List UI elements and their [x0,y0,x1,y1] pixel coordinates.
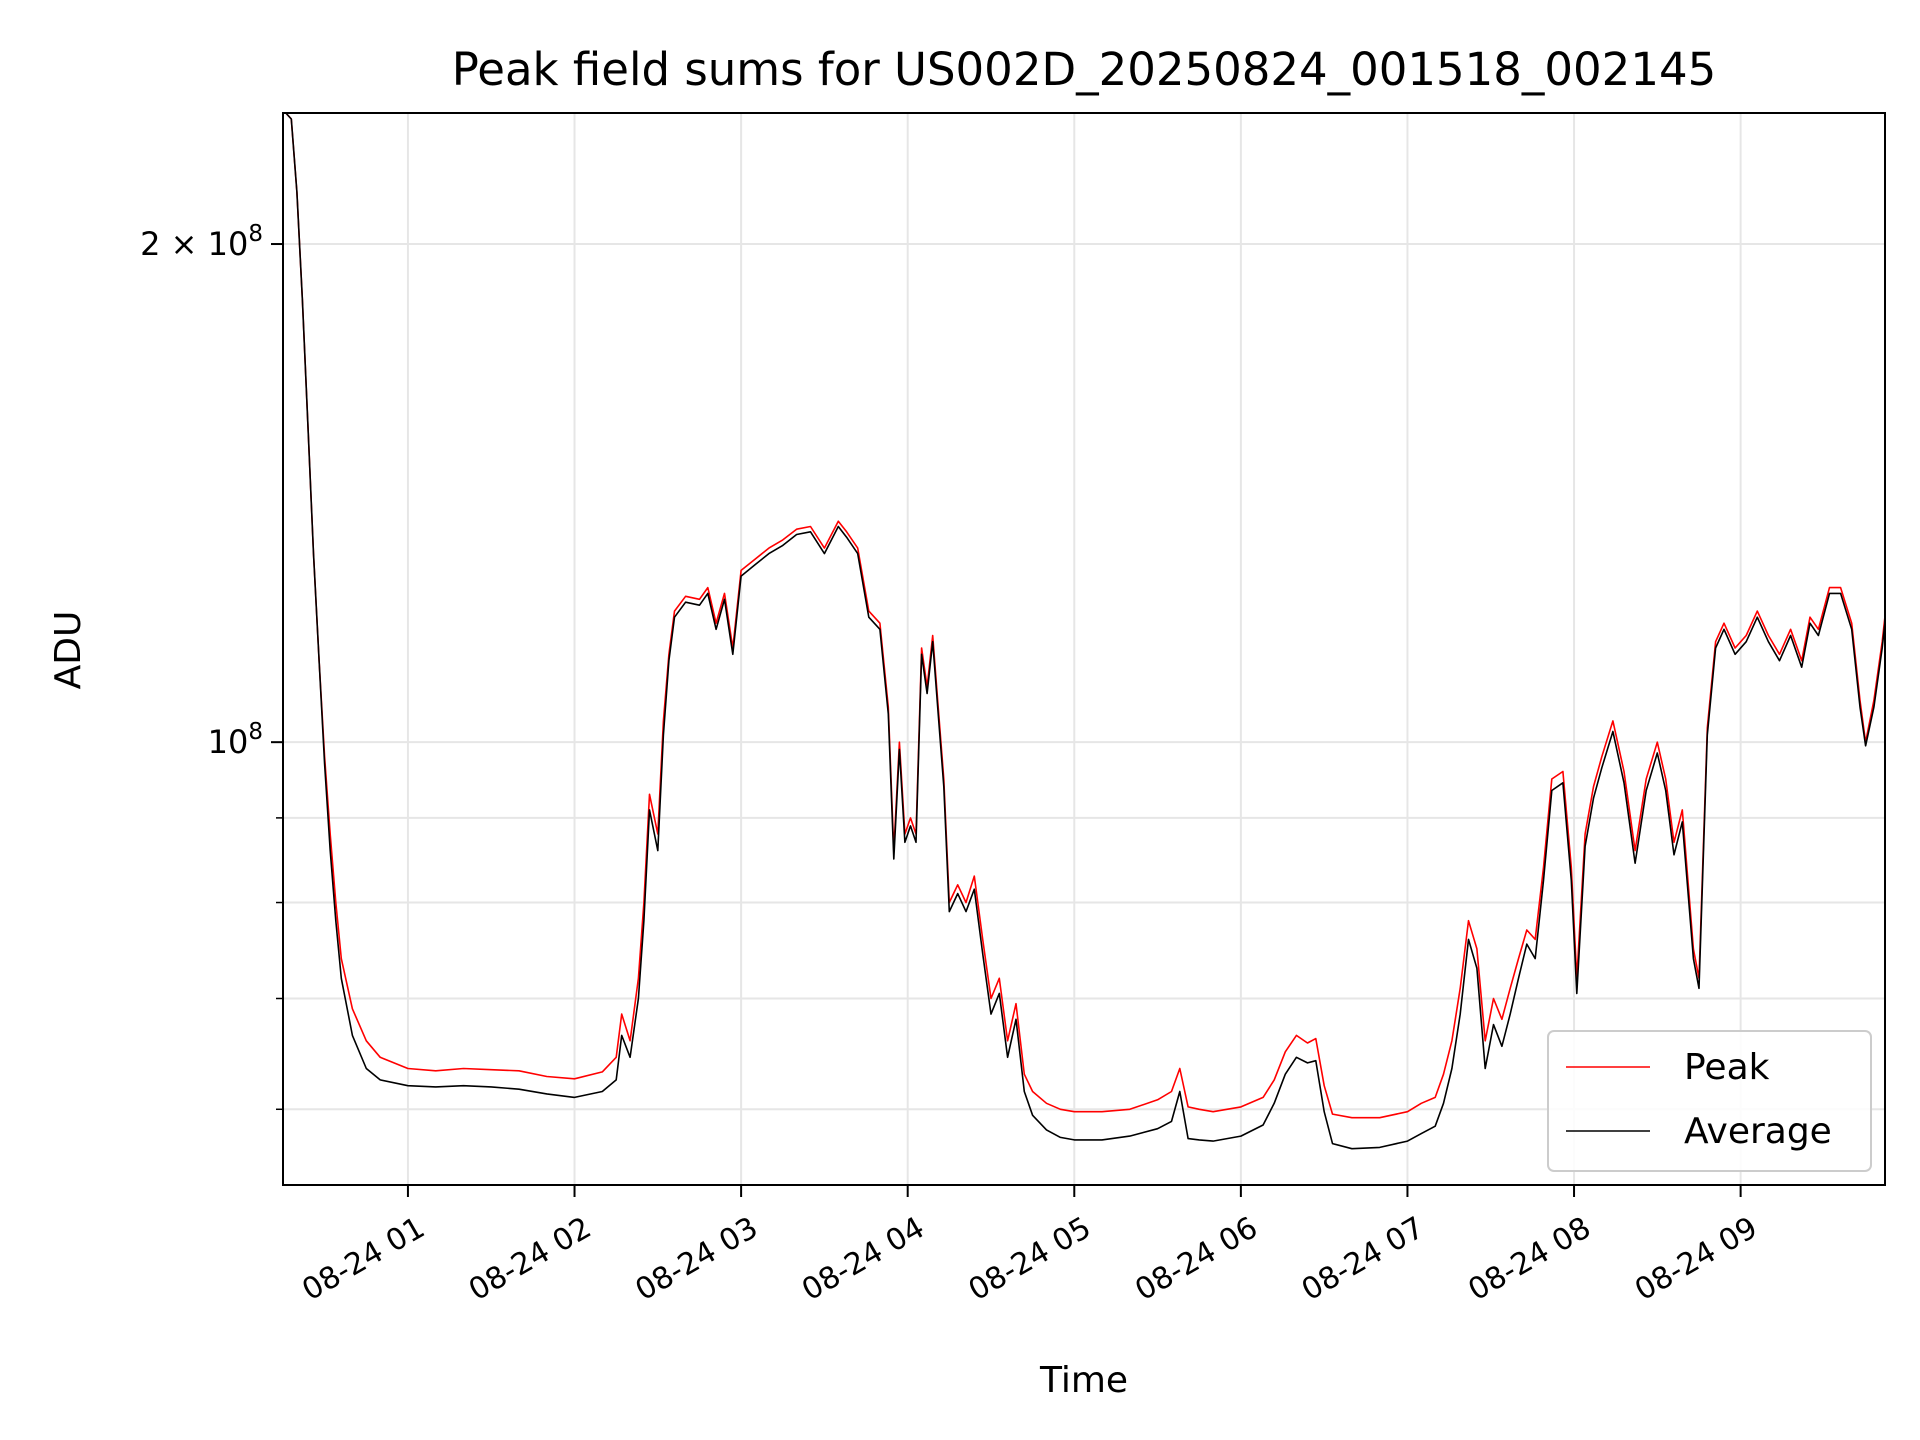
y-tick-exponent: 8 [248,221,263,247]
legend-box [1547,1030,1872,1172]
y-axis-label: ADU [48,611,89,690]
y-tick-mantissa: 2 × 10 [140,225,248,263]
plot-frame [282,112,1886,1186]
series-layer [283,113,1885,1150]
x-axis-label: Time [1039,1360,1128,1401]
chart-title: Peak field sums for US002D_20250824_0015… [452,43,1716,96]
y-tick-label: 108 [208,719,263,761]
series-line-average [283,113,1885,1150]
y-tick-mantissa: 10 [208,723,249,761]
y-tick-exponent: 8 [248,719,263,745]
y-tick-label: 2 × 108 [140,221,263,263]
legend-label-average: Average [1684,1111,1832,1152]
legend: Peak Average [1547,1030,1872,1172]
series-line-peak [283,113,1885,1119]
legend-label-peak: Peak [1684,1047,1770,1088]
